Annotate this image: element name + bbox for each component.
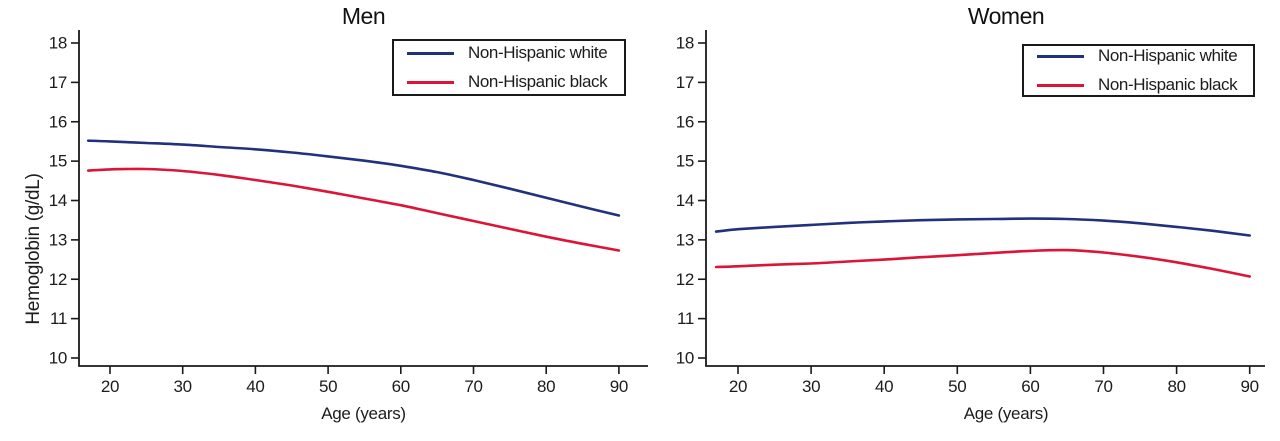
axis-spine xyxy=(78,30,648,367)
y-tick-label: 14 xyxy=(676,191,694,210)
legend-item-white: Non-Hispanic white xyxy=(1037,46,1253,66)
x-tick-label: 90 xyxy=(610,377,628,396)
legend-label-white: Non-Hispanic white xyxy=(468,43,608,62)
x-tick-label: 40 xyxy=(875,377,893,396)
legend-item-black: Non-Hispanic black xyxy=(1037,75,1253,95)
panel-title-women: Women xyxy=(967,3,1045,29)
x-tick-label: 30 xyxy=(802,377,820,396)
y-tick-label: 13 xyxy=(49,230,67,249)
x-tick-label: 50 xyxy=(948,377,966,396)
y-tick-label: 14 xyxy=(49,191,67,210)
legend-label-black: Non-Hispanic black xyxy=(1098,75,1238,94)
legend-label-black: Non-Hispanic black xyxy=(468,72,608,91)
x-tick-label: 70 xyxy=(1094,377,1112,396)
x-tick-label: 70 xyxy=(464,377,482,396)
y-tick-label: 18 xyxy=(676,34,694,53)
x-axis-label-men: Age (years) xyxy=(321,404,406,423)
legend-item-black: Non-Hispanic black xyxy=(407,72,624,92)
y-tick-label: 16 xyxy=(49,112,67,131)
y-tick-label: 17 xyxy=(676,73,694,92)
x-tick-label: 60 xyxy=(392,377,410,396)
y-tick-label: 17 xyxy=(49,73,67,92)
x-tick-label: 80 xyxy=(1167,377,1185,396)
series-line-0 xyxy=(86,139,621,217)
axis-spine xyxy=(705,30,1265,367)
y-tick-label: 12 xyxy=(49,270,67,289)
y-tick-label: 10 xyxy=(49,349,67,368)
legend-label-white: Non-Hispanic white xyxy=(1098,46,1238,65)
x-tick-label: 40 xyxy=(246,377,264,396)
x-tick-label: 20 xyxy=(729,377,747,396)
x-tick-label: 80 xyxy=(537,377,555,396)
x-tick-label: 20 xyxy=(101,377,119,396)
x-tick-label: 50 xyxy=(319,377,337,396)
legend-men: Non-Hispanic white Non-Hispanic black xyxy=(392,39,626,96)
white-series-swatch xyxy=(1037,54,1084,58)
y-axis-label: Hemoglobin (g/dL) xyxy=(23,173,44,325)
x-tick-label: 30 xyxy=(174,377,192,396)
black-series-swatch xyxy=(1037,83,1084,87)
y-tick-label: 18 xyxy=(49,34,67,53)
legend-women: Non-Hispanic white Non-Hispanic black xyxy=(1022,44,1255,97)
legend-item-white: Non-Hispanic white xyxy=(407,43,624,63)
y-tick-label: 15 xyxy=(676,152,694,171)
x-tick-label: 60 xyxy=(1021,377,1039,396)
white-series-swatch xyxy=(407,51,454,55)
y-tick-label: 11 xyxy=(50,309,67,328)
women-line-plot: 10 11 12 13 14 15 16 17 18 20 30 40 50 60 70 80 90 xyxy=(676,30,1265,396)
y-tick-label: 16 xyxy=(676,112,694,131)
y-tick-label: 12 xyxy=(676,270,694,289)
panel-title-men: Men xyxy=(341,3,386,29)
y-tick-label: 15 xyxy=(49,152,67,171)
men-line-plot: 10 11 12 13 14 15 16 17 18 20 30 40 50 60 70 80 90 xyxy=(49,30,648,396)
y-tick-label: 13 xyxy=(676,230,694,249)
series-line-1 xyxy=(714,248,1251,278)
black-series-swatch xyxy=(407,80,454,84)
y-tick-label: 11 xyxy=(677,309,694,328)
series-line-1 xyxy=(86,167,621,252)
x-tick-label: 90 xyxy=(1241,377,1259,396)
y-tick-label: 10 xyxy=(676,349,694,368)
x-axis-label-women: Age (years) xyxy=(963,404,1049,423)
series-line-0 xyxy=(714,217,1251,237)
